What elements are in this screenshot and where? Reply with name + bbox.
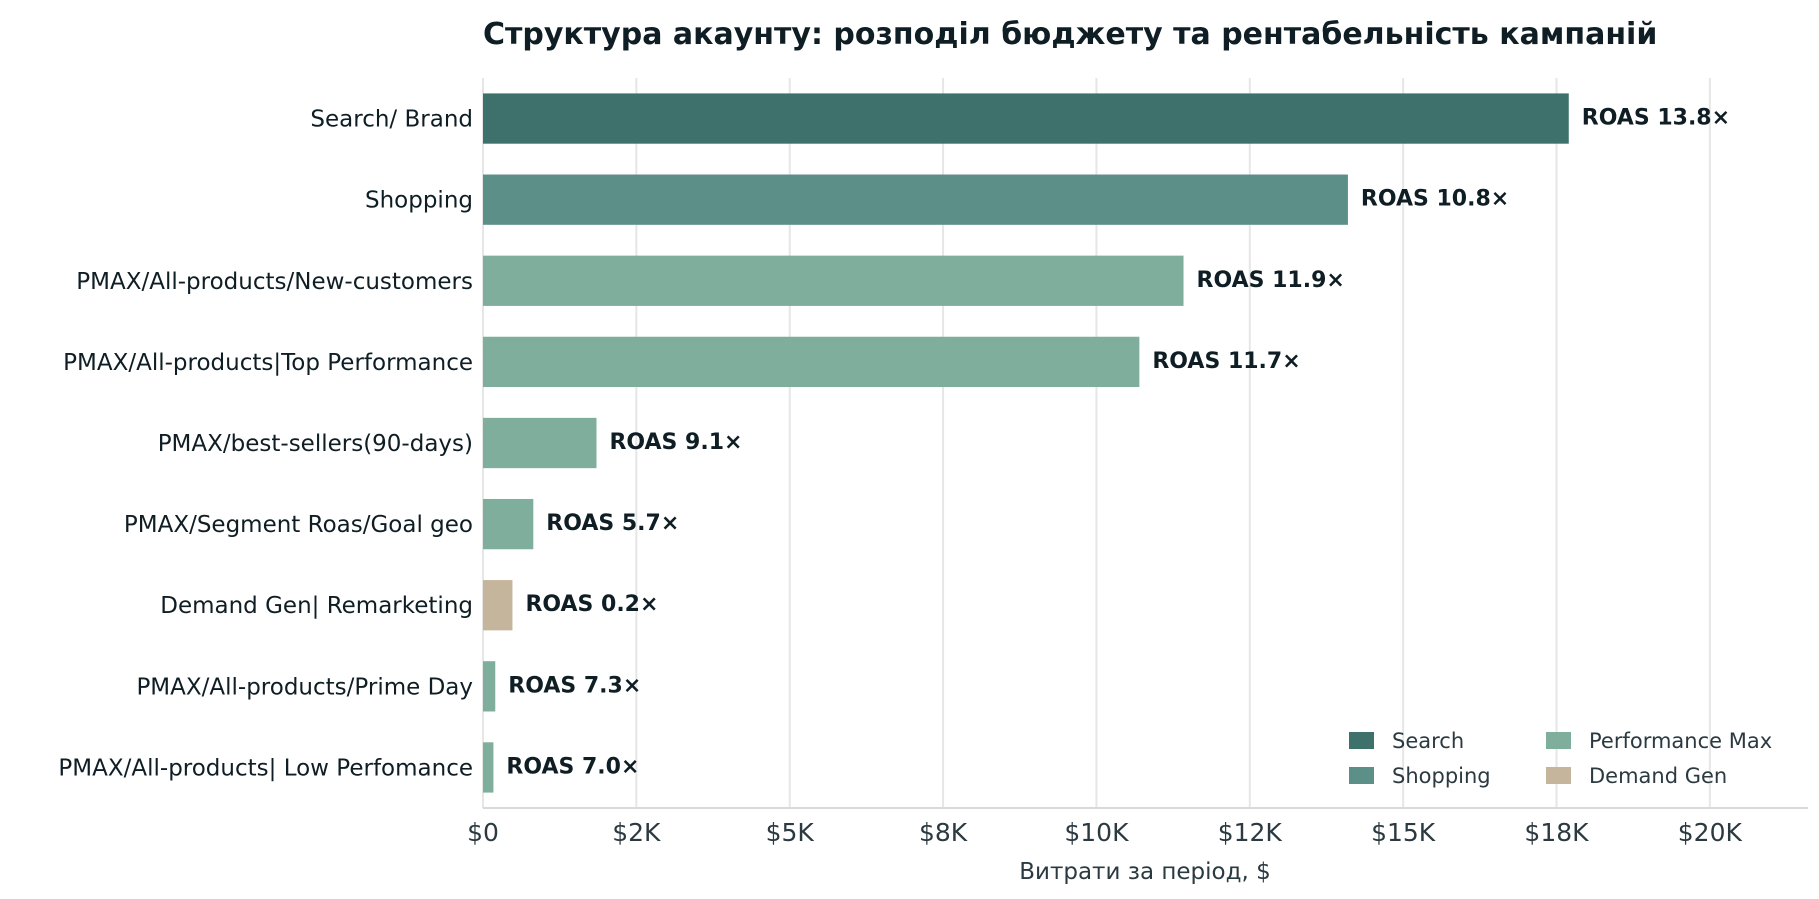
data-label: ROAS 7.3× bbox=[508, 673, 641, 698]
x-tick-label: $18K bbox=[1524, 818, 1589, 847]
x-axis-label: Витрати за період, $ bbox=[1019, 859, 1271, 885]
legend-label: Demand Gen bbox=[1589, 764, 1727, 788]
category-label: Search/ Brand bbox=[310, 107, 473, 133]
chart-title: Структура акаунту: розподіл бюджету та р… bbox=[483, 17, 1657, 52]
legend: Search Performance Max Shopping Demand Gen bbox=[1349, 729, 1772, 788]
bar bbox=[483, 417, 597, 469]
category-label: PMAX/All-products|Top Performance bbox=[63, 350, 473, 376]
data-label: ROAS 13.8× bbox=[1582, 106, 1730, 131]
data-label: ROAS 0.2× bbox=[525, 592, 658, 617]
data-labels: ROAS 13.8× ROAS 10.8× ROAS 11.9× ROAS 11.7×… bbox=[506, 106, 1730, 780]
x-tick-label: $10K bbox=[1064, 818, 1129, 847]
category-label: PMAX/best-sellers(90-days) bbox=[158, 431, 473, 457]
legend-label: Shopping bbox=[1392, 764, 1491, 788]
bar bbox=[483, 336, 1140, 388]
legend-swatch bbox=[1546, 732, 1571, 749]
legend-swatch bbox=[1349, 767, 1374, 784]
x-tick-label: $2K bbox=[612, 818, 661, 847]
bar bbox=[483, 742, 494, 793]
data-label: ROAS 9.1× bbox=[609, 430, 742, 455]
bar bbox=[483, 498, 534, 550]
bar bbox=[483, 174, 1348, 225]
category-labels: Search/ Brand Shopping PMAX/All-products/N… bbox=[58, 107, 473, 782]
bars bbox=[483, 93, 1569, 793]
x-tick-label: $5K bbox=[766, 818, 815, 847]
data-label: ROAS 11.7× bbox=[1152, 349, 1300, 374]
legend-label: Search bbox=[1392, 729, 1464, 753]
data-label: ROAS 5.7× bbox=[546, 511, 679, 536]
data-label: ROAS 10.8× bbox=[1361, 187, 1509, 212]
category-label: Shopping bbox=[365, 188, 473, 214]
bar bbox=[483, 93, 1569, 144]
x-tick-label: $12K bbox=[1218, 818, 1283, 847]
data-label: ROAS 11.9× bbox=[1197, 268, 1345, 293]
category-label: PMAX/All-products/New-customers bbox=[76, 269, 473, 295]
category-label: PMAX/All-products/Prime Day bbox=[136, 674, 473, 700]
category-label: PMAX/Segment Roas/Goal geo bbox=[124, 512, 473, 538]
legend-swatch bbox=[1349, 732, 1374, 749]
category-label: PMAX/All-products| Low Perfomance bbox=[58, 755, 473, 781]
category-label: Demand Gen| Remarketing bbox=[160, 593, 473, 619]
legend-swatch bbox=[1546, 767, 1571, 784]
data-label: ROAS 7.0× bbox=[506, 754, 639, 779]
x-tick-labels: $0 $2K $5K $8K $10K $12K $15K $18K $20K bbox=[467, 818, 1742, 847]
x-tick-label: $0 bbox=[467, 818, 499, 847]
x-tick-label: $8K bbox=[919, 818, 968, 847]
x-tick-label: $15K bbox=[1371, 818, 1436, 847]
x-tick-label: $20K bbox=[1678, 818, 1743, 847]
bar bbox=[483, 580, 513, 631]
legend-label: Performance Max bbox=[1589, 729, 1772, 753]
bar bbox=[483, 661, 496, 712]
bar bbox=[483, 255, 1184, 306]
